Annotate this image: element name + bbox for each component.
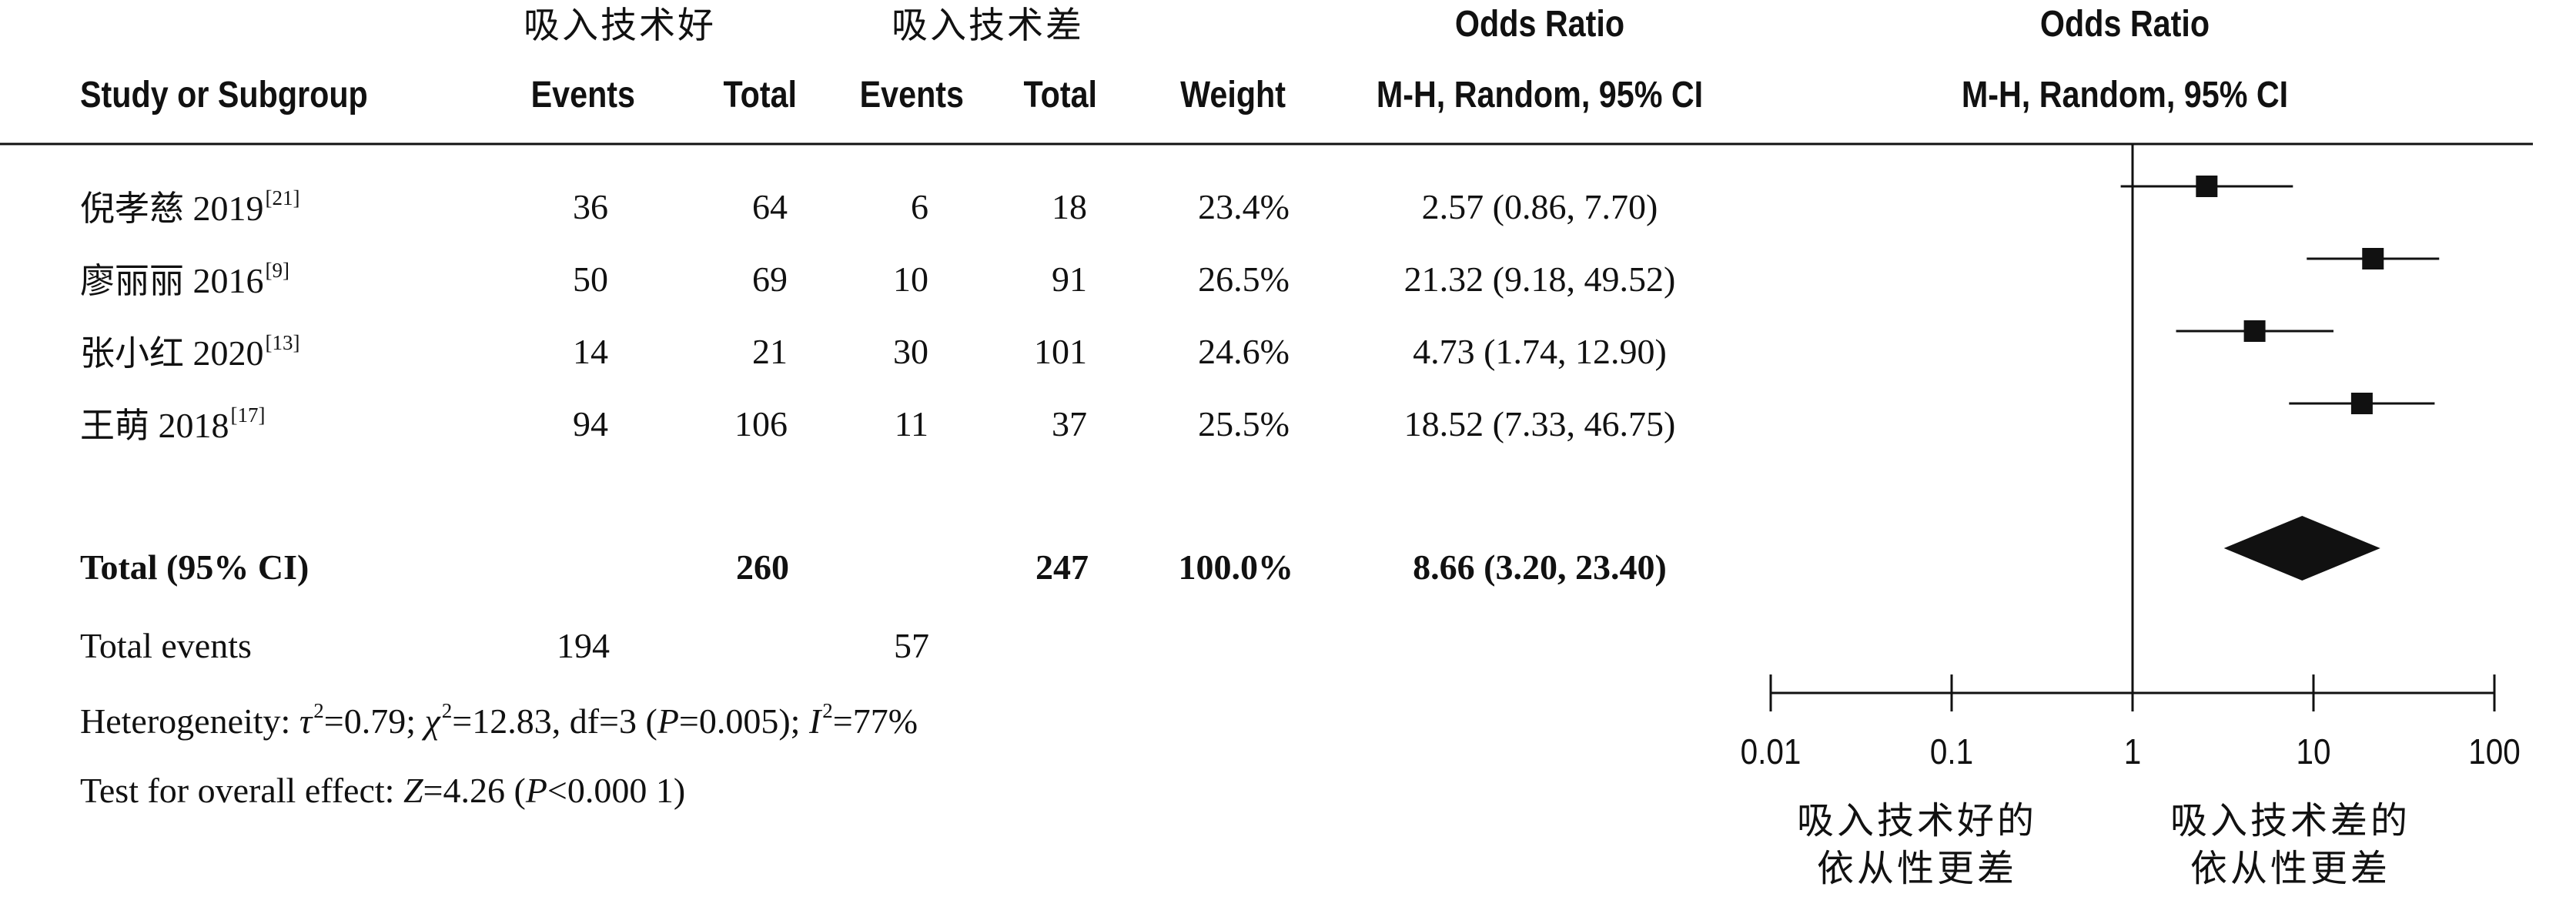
total-label: Total (95% CI) bbox=[80, 547, 309, 587]
tick-label-10: 10 bbox=[2296, 731, 2331, 771]
total1-cell: 106 bbox=[734, 404, 788, 443]
study-marker bbox=[2350, 393, 2373, 414]
weight-cell: 25.5% bbox=[1198, 404, 1290, 443]
pooled-diamond bbox=[2223, 516, 2380, 581]
weight-cell: 26.5% bbox=[1198, 259, 1290, 299]
plot-title-header: Odds Ratio bbox=[2039, 4, 2210, 45]
weight-column-header: Weight bbox=[1180, 75, 1286, 115]
events1-cell: 50 bbox=[573, 259, 608, 299]
total1-cell: 21 bbox=[752, 332, 788, 371]
overall-effect-text: Test for overall effect: Z=4.26 (P<0.000… bbox=[80, 771, 686, 810]
total-events1-cell: 194 bbox=[557, 626, 610, 665]
ci-cell: 21.32 (9.18, 49.52) bbox=[1403, 259, 1676, 299]
events1-cell: 14 bbox=[573, 332, 608, 371]
total-events2-cell: 57 bbox=[894, 626, 929, 665]
tick-label-100: 100 bbox=[2468, 731, 2521, 771]
total-ci-cell: 8.66 (3.20, 23.40) bbox=[1413, 547, 1667, 587]
events2-cell: 11 bbox=[894, 404, 928, 443]
total-weight-cell: 100.0% bbox=[1178, 547, 1294, 587]
total2-cell: 247 bbox=[1035, 547, 1089, 587]
study-name: 廖丽丽 2016[9] bbox=[80, 259, 289, 301]
total-events-label: Total events bbox=[80, 626, 252, 665]
study-marker bbox=[2362, 248, 2384, 269]
study-column-header: Study or Subgroup bbox=[80, 75, 368, 115]
total2-cell: 101 bbox=[1034, 332, 1087, 371]
ci-cell: 4.73 (1.74, 12.90) bbox=[1413, 332, 1667, 371]
total1-cell: 260 bbox=[736, 547, 789, 587]
events2-cell: 30 bbox=[893, 332, 928, 371]
group2-header: 吸入技术差 bbox=[892, 5, 1084, 47]
events2-column-header: Events bbox=[859, 75, 964, 115]
events1-cell: 94 bbox=[573, 404, 608, 443]
events1-cell: 36 bbox=[573, 187, 608, 226]
or-title-header: Odds Ratio bbox=[1454, 4, 1625, 45]
study-marker bbox=[2196, 176, 2218, 197]
tick-label-0.1: 0.1 bbox=[1929, 731, 1974, 771]
total1-column-header: Total bbox=[723, 75, 797, 115]
plot-method-header: M-H, Random, 95% CI bbox=[1961, 75, 2289, 115]
tick-label-1: 1 bbox=[2123, 731, 2142, 771]
favours-right-label: 吸入技术差的 依从性更差 bbox=[2170, 799, 2410, 891]
total2-cell: 18 bbox=[1052, 187, 1087, 226]
weight-cell: 24.6% bbox=[1198, 332, 1290, 371]
study-name: 倪孝慈 2019[21] bbox=[80, 186, 300, 229]
weight-cell: 23.4% bbox=[1198, 187, 1290, 226]
or-method-header: M-H, Random, 95% CI bbox=[1376, 75, 1704, 115]
total2-cell: 91 bbox=[1052, 259, 1087, 299]
favours-left-label: 吸入技术好的 依从性更差 bbox=[1796, 799, 2037, 891]
study-marker bbox=[2243, 320, 2266, 342]
study-name: 王萌 2018[17] bbox=[80, 403, 266, 446]
events1-column-header: Events bbox=[530, 75, 635, 115]
group1-header: 吸入技术好 bbox=[524, 5, 716, 47]
ci-cell: 2.57 (0.86, 7.70) bbox=[1421, 187, 1658, 226]
total1-cell: 64 bbox=[752, 187, 788, 226]
heterogeneity-text: Heterogeneity: τ2=0.79; χ2=12.83, df=3 (… bbox=[80, 699, 918, 741]
events2-cell: 10 bbox=[893, 259, 928, 299]
total2-column-header: Total bbox=[1023, 75, 1097, 115]
tick-label-0.01: 0.01 bbox=[1740, 731, 1802, 771]
ci-cell: 18.52 (7.33, 46.75) bbox=[1403, 404, 1676, 443]
study-name: 张小红 2020[13] bbox=[80, 331, 300, 373]
total2-cell: 37 bbox=[1052, 404, 1087, 443]
total1-cell: 69 bbox=[752, 259, 788, 299]
events2-cell: 6 bbox=[911, 187, 928, 226]
